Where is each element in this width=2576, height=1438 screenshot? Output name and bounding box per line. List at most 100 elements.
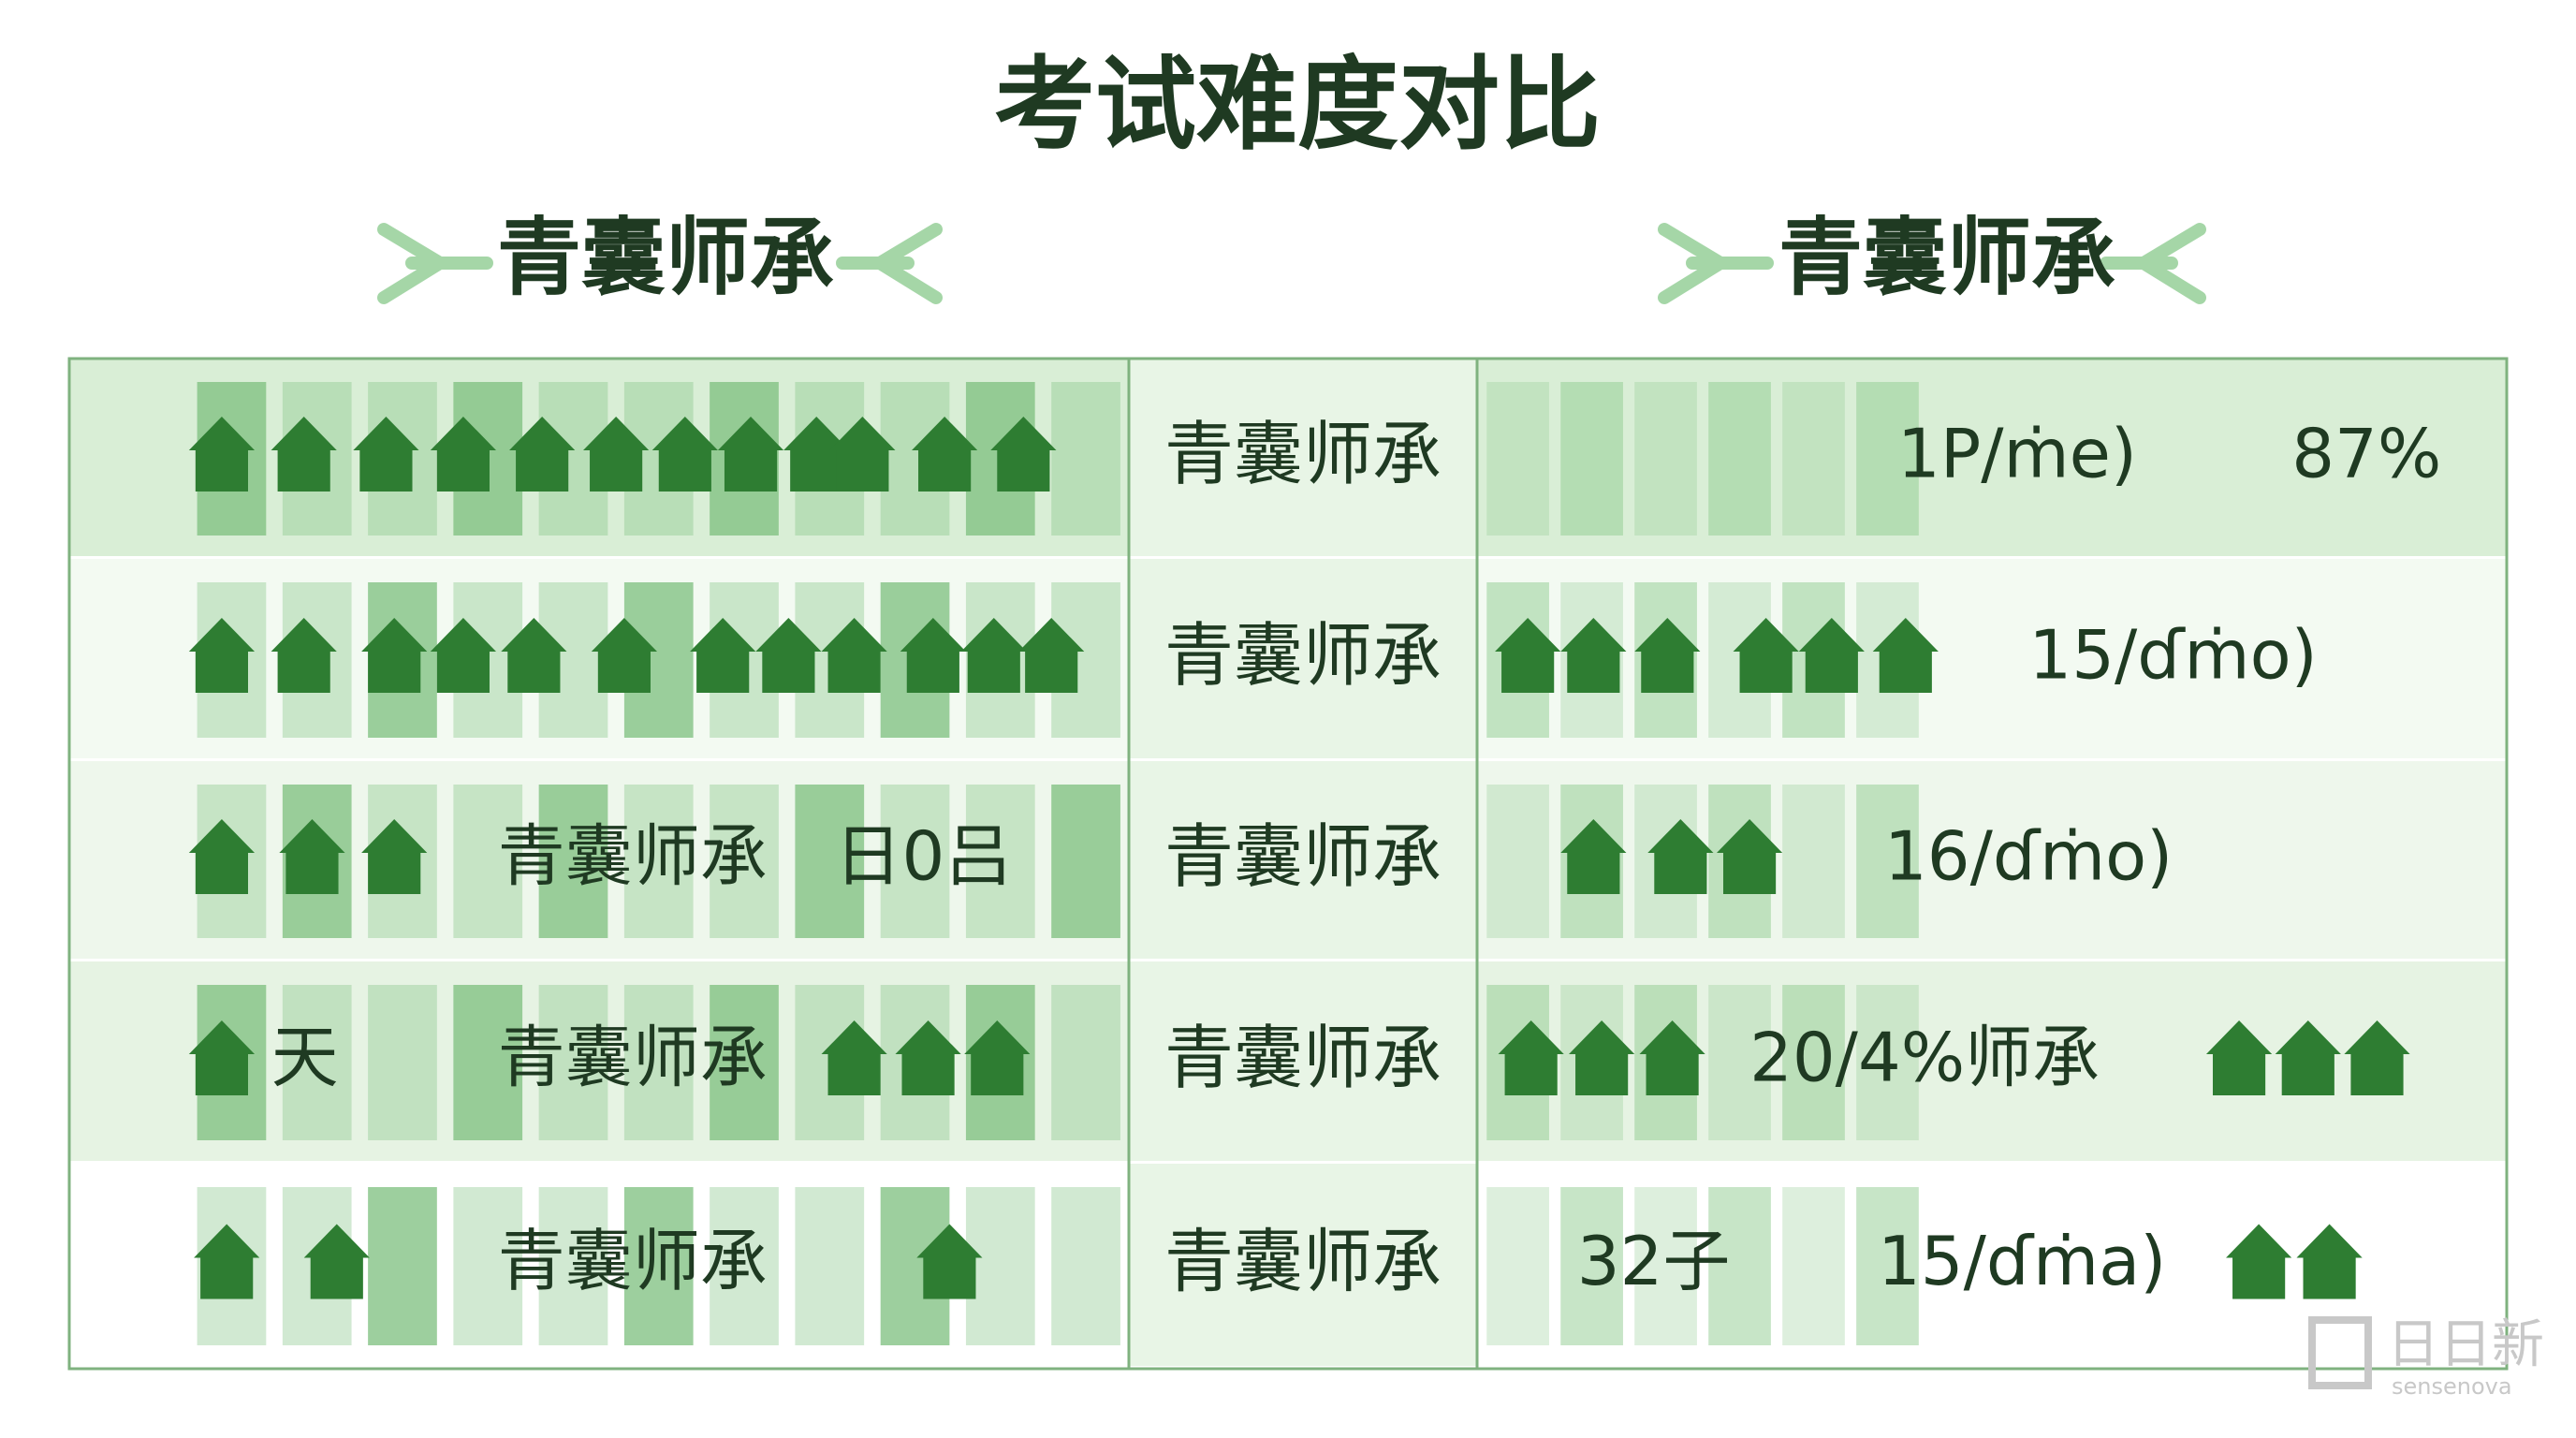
house-roof: [1872, 618, 1939, 652]
column-header: 青囊师承: [1778, 209, 2115, 307]
house-roof: [194, 1224, 260, 1258]
house-roof: [1716, 819, 1783, 853]
house-roof: [188, 618, 256, 652]
tile: [1782, 382, 1845, 536]
middle-cell: [1129, 761, 1477, 961]
house-body: [436, 652, 490, 693]
middle-cell: [1129, 961, 1477, 1164]
house-roof: [271, 618, 337, 652]
house-roof: [2205, 1020, 2273, 1054]
tile: [1051, 1187, 1120, 1345]
house-roof: [583, 417, 650, 450]
house-roof: [2296, 1224, 2363, 1258]
house-roof: [821, 618, 887, 652]
tile: [710, 785, 779, 938]
house-body: [1567, 853, 1620, 894]
tile: [1782, 985, 1845, 1140]
house-body: [195, 1054, 249, 1095]
house-body: [906, 652, 959, 693]
house-roof: [271, 417, 337, 450]
tile: [1856, 1187, 1919, 1345]
house-roof: [430, 618, 497, 652]
middle-text: 青囊师承: [1164, 415, 1442, 495]
middle-text: 青囊师承: [1164, 817, 1442, 898]
house-body: [277, 652, 330, 693]
house-roof: [651, 417, 718, 450]
house-roof: [509, 417, 576, 450]
house-body: [310, 1257, 363, 1299]
middle-cell: [1129, 1164, 1477, 1369]
house-body: [923, 1257, 976, 1299]
house-roof: [1733, 618, 1799, 652]
house-body: [971, 1054, 1024, 1095]
tile: [623, 785, 694, 938]
tile: [710, 1187, 779, 1345]
middle-text: 青囊师承: [1164, 1019, 1442, 1099]
house-roof: [361, 819, 428, 853]
house-roof: [1495, 618, 1561, 652]
left-text: 日0吕: [835, 817, 1013, 896]
right-text: 15/ɗṁa): [1878, 1222, 2166, 1300]
right-text: 20/4%师承: [1749, 1019, 2100, 1097]
house-roof: [2275, 1020, 2341, 1054]
house-body: [1739, 652, 1793, 693]
tile: [1051, 985, 1120, 1140]
house-body: [1501, 652, 1555, 693]
tile: [880, 785, 950, 938]
house-roof: [821, 1020, 887, 1054]
house-roof: [690, 618, 756, 652]
tile: [1051, 785, 1120, 938]
tile: [368, 1187, 437, 1345]
house-roof: [895, 1020, 961, 1054]
house-roof: [361, 618, 428, 652]
right-text: 32子: [1577, 1222, 1731, 1300]
tile: [1856, 785, 1919, 938]
left-text: 青囊师承: [498, 817, 768, 896]
house-body: [597, 652, 651, 693]
house-body: [516, 450, 569, 492]
watermark-sub: sensenova: [2392, 1373, 2512, 1400]
house-roof: [1560, 819, 1627, 853]
house-body: [1025, 652, 1078, 693]
right-text: 16/ɗṁo): [1884, 817, 2173, 896]
house-body: [1567, 652, 1620, 693]
right-text: 15/ɗṁo): [2028, 616, 2317, 695]
house-roof: [188, 1020, 256, 1054]
house-body: [1504, 1054, 1558, 1095]
house-roof: [1639, 1020, 1705, 1054]
tile: [1708, 382, 1771, 536]
house-roof: [1647, 819, 1714, 853]
house-roof: [964, 1020, 1031, 1054]
tile: [1708, 1187, 1771, 1345]
tile: [1856, 382, 1919, 536]
title: 考试难度对比: [994, 47, 1601, 164]
left-text: 青囊师承: [498, 1222, 768, 1300]
house-roof: [501, 618, 567, 652]
house-body: [997, 450, 1050, 492]
tile: [623, 1187, 694, 1345]
tile: [453, 785, 523, 938]
tile: [623, 985, 694, 1140]
house-roof: [303, 1224, 370, 1258]
tile: [1486, 382, 1549, 536]
tile: [1560, 382, 1623, 536]
tile: [368, 985, 437, 1140]
house-body: [195, 652, 249, 693]
house-roof: [188, 819, 256, 853]
house-roof: [1798, 618, 1865, 652]
house-body: [200, 1257, 254, 1299]
house-body: [368, 853, 421, 894]
house-roof: [1569, 1020, 1635, 1054]
house-body: [1641, 652, 1694, 693]
house-roof: [900, 618, 966, 652]
tile: [710, 985, 779, 1140]
house-body: [195, 853, 249, 894]
tile: [538, 985, 608, 1140]
house-body: [2303, 1257, 2356, 1299]
house-body: [918, 450, 972, 492]
house-roof: [1498, 1020, 1564, 1054]
house-roof: [916, 1224, 983, 1258]
house-body: [762, 652, 815, 693]
house-body: [1879, 652, 1932, 693]
tile: [965, 785, 1035, 938]
